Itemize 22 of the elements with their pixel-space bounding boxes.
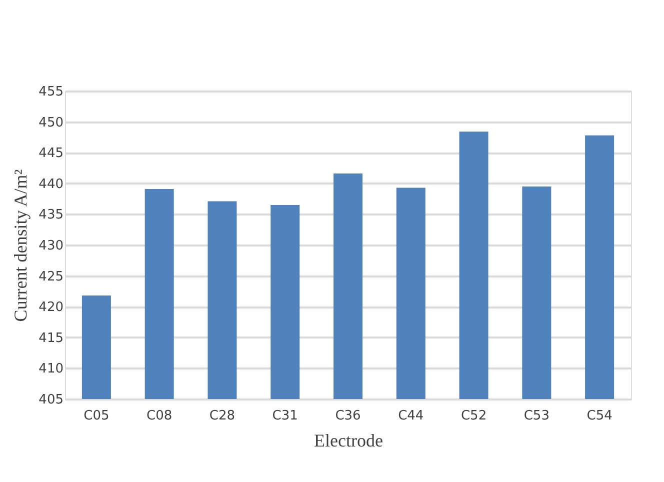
x-tick-label: C52 [460,408,487,424]
x-tick-label: C54 [586,408,612,424]
y-tick-label: 445 [38,146,64,162]
x-tick-label: C28 [209,408,236,424]
y-tick-label: 405 [38,392,64,408]
y-axis-title: Current density A/m² [10,169,31,322]
y-tick-label: 420 [38,300,64,316]
x-tick-label: C08 [146,408,172,424]
x-tick-label: C44 [398,408,424,424]
x-tick-label: C31 [272,408,298,424]
y-tick-label: 440 [38,176,64,192]
y-tick-label: 435 [38,208,64,223]
x-tick-label: C36 [335,408,361,424]
y-tick-label: 450 [38,115,64,130]
y-tick-label: 430 [38,238,64,254]
y-tick-label: 410 [38,362,64,377]
y-tick-label: 455 [38,84,64,100]
x-tick-label: C05 [84,408,110,424]
y-tick-label: 425 [38,269,64,284]
x-axis-title: Electrode [314,430,383,450]
y-tick-label: 415 [38,330,64,346]
x-tick-label: C53 [524,408,550,424]
